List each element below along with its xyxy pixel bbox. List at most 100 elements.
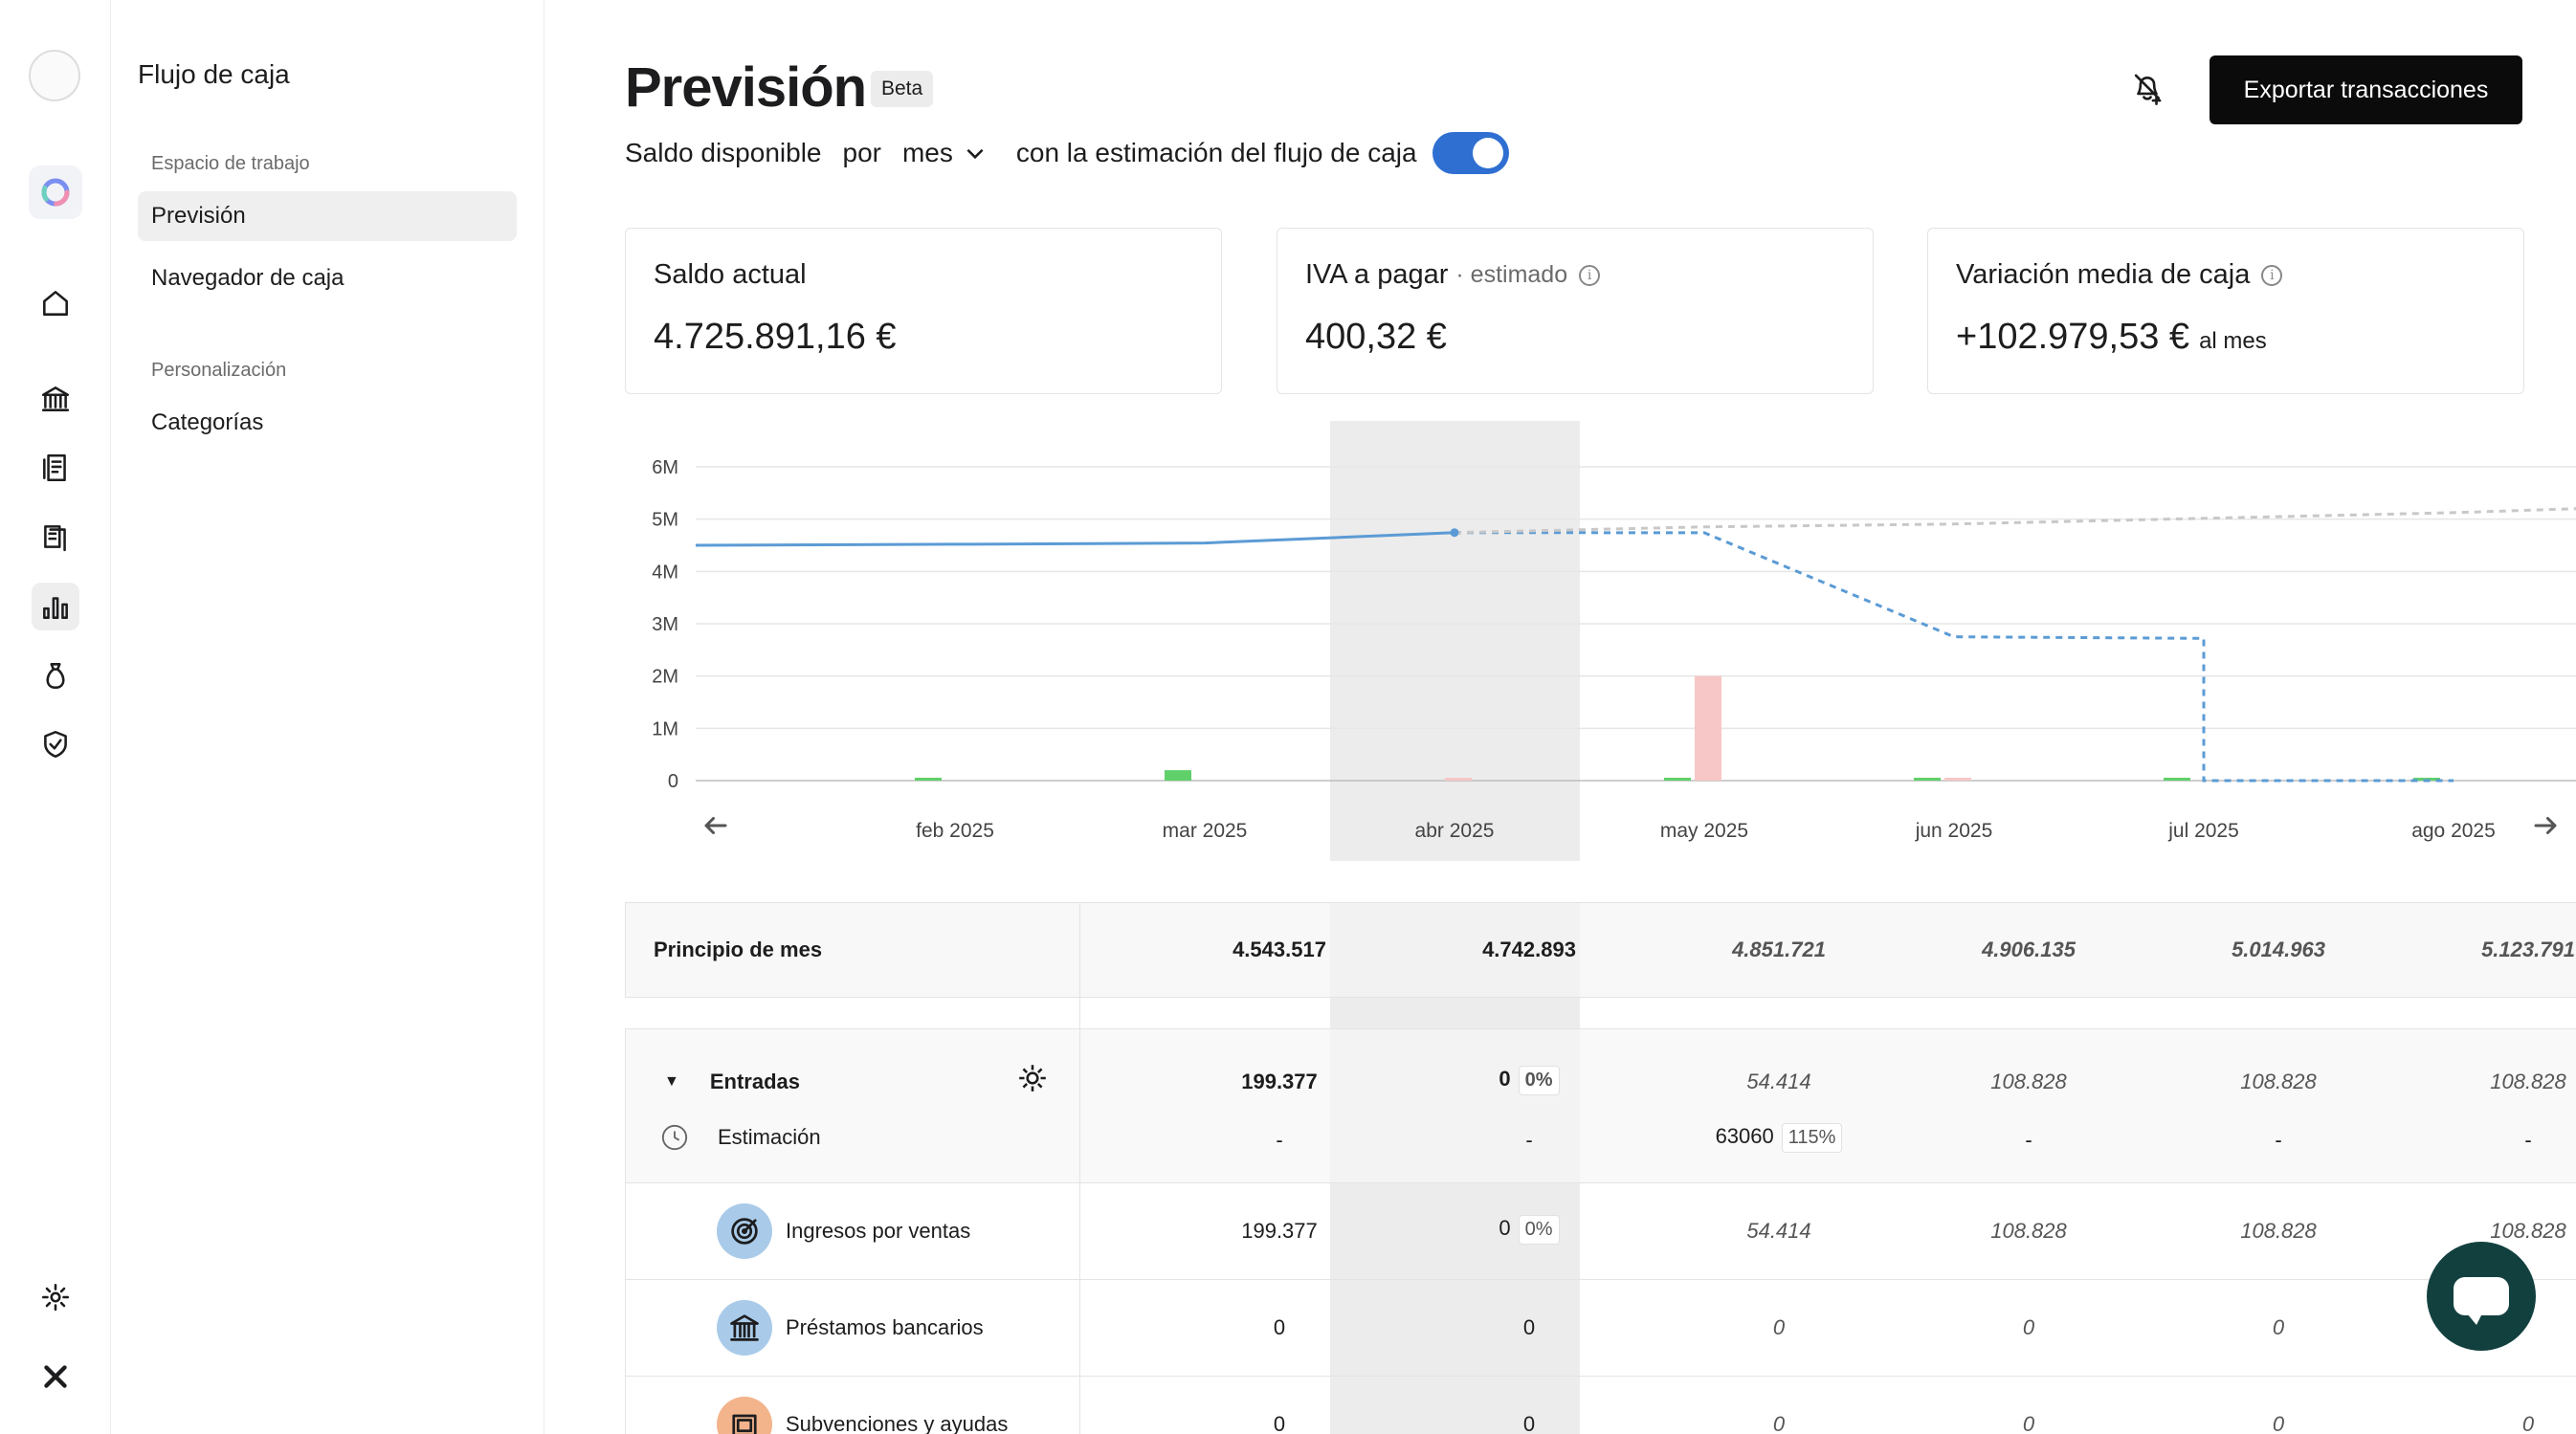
brand-icon: [44, 1365, 67, 1388]
section-workspace: Espacio de trabajo: [151, 153, 310, 174]
nav-invoices[interactable]: [32, 444, 79, 492]
cell-mar: 199.377: [1241, 1070, 1318, 1093]
row-label: Estimación: [718, 1125, 821, 1149]
chat-support-button[interactable]: [2427, 1242, 2536, 1351]
subnav-item-navegador[interactable]: Navegador de caja: [151, 265, 344, 291]
cell-jul: 0: [2272, 1412, 2285, 1434]
income-bar: [1914, 778, 1941, 781]
estimation-label: con la estimación del flujo de caja: [1015, 138, 1417, 167]
cell-abr: 4.742.893: [1482, 938, 1576, 961]
row-label: Préstamos bancarios: [786, 1315, 984, 1339]
cell-value: 63060: [1715, 1124, 1774, 1148]
row-subvenciones[interactable]: Subvenciones y ayudas 0 0 0 0 0 0: [625, 1377, 2576, 1434]
expense-bar: [1944, 778, 1971, 781]
bell-add-icon: [2134, 74, 2162, 105]
x-tick-label: mar 2025: [1163, 820, 1248, 842]
workspace-logo-icon: [41, 178, 70, 207]
subnav-item-categorias[interactable]: Categorías: [151, 409, 264, 435]
cashflow-subnav: Flujo de caja Espacio de trabajo Previsi…: [112, 0, 544, 1434]
documents-icon: [44, 525, 66, 552]
expense-bar: [1445, 778, 1472, 781]
arrow-left-icon: [704, 817, 727, 834]
shield-icon: [44, 730, 67, 759]
workspace-logo[interactable]: [29, 165, 82, 219]
period-select[interactable]: mes: [902, 138, 988, 168]
pct-badge: 0%: [1518, 1066, 1560, 1095]
caret-down-icon: ▼: [664, 1073, 679, 1090]
pct-badge: 115%: [1781, 1123, 1843, 1153]
subnav-item-prevision[interactable]: Previsión: [138, 191, 517, 241]
estimation-toggle[interactable]: [1432, 132, 1509, 174]
row-label-wrap: Subvenciones y ayudas: [717, 1397, 1008, 1434]
nav-bank[interactable]: [32, 375, 79, 423]
user-avatar[interactable]: [29, 50, 80, 101]
cell-jun: 108.828: [1990, 1070, 2067, 1093]
cell-ago: 0: [2521, 1412, 2535, 1434]
por-label: por: [842, 138, 881, 167]
wallet-icon-wrap: [717, 1397, 772, 1434]
alerts-button[interactable]: [2126, 67, 2168, 109]
card-label: Saldo actual: [654, 259, 807, 290]
cell-ago: 5.123.791: [2481, 938, 2575, 961]
cell-may: 54.414: [1746, 1070, 1811, 1093]
page-title: Previsión: [625, 56, 867, 119]
row-ingresos-ventas[interactable]: Ingresos por ventas 199.377 0 0% 54.414 1…: [625, 1183, 2576, 1280]
x-tick-label: abr 2025: [1415, 820, 1495, 842]
card-label: Variación media de caja: [1956, 259, 2251, 290]
series-line-dashed: [1454, 531, 2454, 783]
gear-icon: [1019, 1065, 1046, 1092]
income-bar: [1165, 770, 1191, 781]
info-icon[interactable]: i: [2261, 264, 2283, 286]
settings-icon: [41, 1283, 70, 1312]
cell-jul: 108.828: [2240, 1219, 2317, 1243]
chart-next-button[interactable]: [2531, 811, 2569, 849]
y-tick-label: 0: [668, 771, 678, 792]
card-iva: IVA a pagar · estimado i 400,32 €: [1277, 228, 1874, 394]
x-tick-label: jul 2025: [2167, 820, 2239, 842]
cell-jul: 108.828: [2240, 1070, 2317, 1093]
nav-documents[interactable]: [32, 513, 79, 561]
brand-logo[interactable]: [32, 1353, 79, 1401]
row-prestamos[interactable]: Préstamos bancarios 0 0 0 0 0: [625, 1280, 2576, 1377]
cell-abr: 0: [1522, 1315, 1536, 1339]
cell-jun: 0: [2022, 1315, 2035, 1339]
cell-ago: 108.828: [2490, 1070, 2566, 1093]
cell-jun: 4.906.135: [1982, 938, 2076, 961]
nav-settings[interactable]: [32, 1273, 79, 1321]
icon-rail: [0, 0, 111, 1434]
nav-cashflow[interactable]: [32, 583, 79, 630]
nav-funding[interactable]: [32, 651, 79, 699]
cell-ago: 108.828: [2490, 1219, 2566, 1243]
row-label-wrap: Ingresos por ventas: [717, 1203, 970, 1259]
expense-bar: [1695, 675, 1721, 781]
cell-abr: 0 0%: [1457, 1215, 1601, 1245]
section-personalizacion: Personalización: [151, 360, 287, 381]
card-label-suffix: · estimado: [1455, 261, 1568, 288]
cell-may: 63060 115%: [1707, 1123, 1851, 1153]
y-tick-label: 1M: [652, 718, 678, 739]
estimacion-label: Estimación: [660, 1123, 821, 1152]
entradas-settings-button[interactable]: [1016, 1062, 1051, 1096]
card-value: +102.979,53 €: [1956, 317, 2190, 357]
chart-prev-button[interactable]: [701, 811, 740, 849]
cell-abr: 0 0%: [1457, 1066, 1601, 1095]
chart-svg: 6M 5M 4M 3M 2M 1M 0 feb 2025 mar 2025 abr 2025 may…: [652, 421, 2576, 861]
x-tick-label: ago 2025: [2411, 820, 2496, 842]
cell-abr: -: [1525, 1128, 1533, 1152]
entradas-toggle[interactable]: ▼ Entradas: [664, 1070, 800, 1094]
chart-icon: [43, 597, 68, 619]
bank-icon: [41, 386, 70, 411]
nav-home[interactable]: [32, 279, 79, 327]
cell-mar: 199.377: [1241, 1219, 1318, 1243]
income-bar: [2164, 778, 2190, 781]
cell-may: 0: [1772, 1315, 1786, 1339]
first-column-divider: [1079, 902, 1080, 1434]
cell-mar: 0: [1273, 1315, 1286, 1339]
money-bag-icon: [46, 663, 65, 690]
nav-security[interactable]: [32, 720, 79, 768]
info-icon[interactable]: i: [1579, 264, 1601, 286]
export-transactions-button[interactable]: Exportar transacciones: [2210, 55, 2522, 124]
row-label: Ingresos por ventas: [786, 1219, 971, 1243]
card-value: 4.725.891,16 €: [654, 317, 897, 357]
row-label: Entradas: [709, 1070, 800, 1093]
